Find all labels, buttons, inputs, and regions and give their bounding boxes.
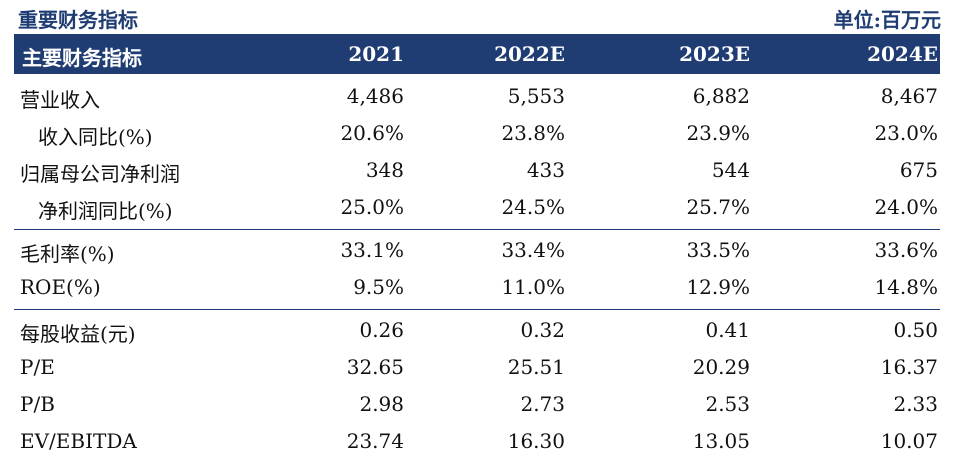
cell-value: 9.5% bbox=[353, 275, 404, 299]
cell-value: 14.8% bbox=[874, 275, 938, 299]
row-label: P/B bbox=[20, 392, 55, 416]
row-label: 毛利率(%) bbox=[20, 242, 115, 266]
table-row: P/B 2.98 2.73 2.53 2.33 bbox=[14, 386, 940, 423]
unit-label: 单位:百万元 bbox=[833, 8, 941, 32]
cell-value: 33.1% bbox=[340, 238, 404, 262]
cell-value: 10.07 bbox=[880, 429, 938, 453]
cell-value: 23.0% bbox=[874, 121, 938, 145]
cell-value: 0.26 bbox=[359, 318, 404, 342]
header-year-2021: 2021 bbox=[348, 42, 404, 66]
cell-value: 25.51 bbox=[507, 355, 565, 379]
table-title: 重要财务指标 bbox=[18, 8, 138, 32]
table-row: 收入同比(%) 20.6% 23.8% 23.9% 23.0% bbox=[14, 115, 940, 152]
cell-value: 33.4% bbox=[501, 238, 565, 262]
table-row: 每股收益(元) 0.26 0.32 0.41 0.50 bbox=[14, 312, 940, 349]
table-row: 归属母公司净利润 348 433 544 675 bbox=[14, 152, 940, 189]
cell-value: 20.6% bbox=[340, 121, 404, 145]
cell-value: 8,467 bbox=[880, 84, 938, 108]
row-label: ROE(%) bbox=[20, 275, 101, 299]
row-label: 归属母公司净利润 bbox=[20, 162, 180, 186]
cell-value: 0.50 bbox=[893, 318, 938, 342]
cell-value: 13.05 bbox=[692, 429, 750, 453]
row-label: 净利润同比(%) bbox=[38, 199, 173, 223]
header-label: 主要财务指标 bbox=[22, 46, 142, 70]
table-row: EV/EBITDA 23.74 16.30 13.05 10.07 bbox=[14, 423, 940, 460]
cell-value: 23.8% bbox=[501, 121, 565, 145]
table-row: 净利润同比(%) 25.0% 24.5% 25.7% 24.0% bbox=[14, 189, 940, 226]
row-label: 收入同比(%) bbox=[38, 125, 153, 149]
row-label: P/E bbox=[20, 355, 55, 379]
header-year-2024e: 2024E bbox=[867, 42, 938, 66]
title-bar: 重要财务指标 单位:百万元 bbox=[0, 0, 955, 33]
cell-value: 544 bbox=[711, 158, 750, 182]
cell-value: 20.29 bbox=[692, 355, 750, 379]
cell-value: 348 bbox=[365, 158, 404, 182]
table-row: ROE(%) 9.5% 11.0% 12.9% 14.8% bbox=[14, 269, 940, 306]
cell-value: 33.5% bbox=[686, 238, 750, 262]
cell-value: 0.32 bbox=[520, 318, 565, 342]
cell-value: 23.9% bbox=[686, 121, 750, 145]
cell-value: 2.98 bbox=[359, 392, 404, 416]
section-divider bbox=[14, 229, 940, 230]
cell-value: 24.5% bbox=[501, 195, 565, 219]
row-label: 营业收入 bbox=[20, 88, 100, 112]
table-row: P/E 32.65 25.51 20.29 16.37 bbox=[14, 349, 940, 386]
cell-value: 24.0% bbox=[874, 195, 938, 219]
table-row: 毛利率(%) 33.1% 33.4% 33.5% 33.6% bbox=[14, 232, 940, 269]
cell-value: 4,486 bbox=[346, 84, 404, 108]
cell-value: 11.0% bbox=[501, 275, 565, 299]
header-year-2022e: 2022E bbox=[494, 42, 565, 66]
table-row: 营业收入 4,486 5,553 6,882 8,467 bbox=[14, 78, 940, 115]
section-divider bbox=[14, 309, 940, 310]
table-header: 主要财务指标 2021 2022E 2023E 2024E bbox=[14, 34, 940, 74]
cell-value: 33.6% bbox=[874, 238, 938, 262]
cell-value: 25.7% bbox=[686, 195, 750, 219]
cell-value: 16.37 bbox=[880, 355, 938, 379]
cell-value: 0.41 bbox=[705, 318, 750, 342]
cell-value: 2.33 bbox=[893, 392, 938, 416]
cell-value: 2.73 bbox=[520, 392, 565, 416]
cell-value: 25.0% bbox=[340, 195, 404, 219]
cell-value: 675 bbox=[899, 158, 938, 182]
header-year-2023e: 2023E bbox=[679, 42, 750, 66]
cell-value: 5,553 bbox=[507, 84, 565, 108]
cell-value: 12.9% bbox=[686, 275, 750, 299]
cell-value: 6,882 bbox=[692, 84, 750, 108]
cell-value: 16.30 bbox=[507, 429, 565, 453]
cell-value: 2.53 bbox=[705, 392, 750, 416]
cell-value: 23.74 bbox=[346, 429, 404, 453]
cell-value: 32.65 bbox=[346, 355, 404, 379]
cell-value: 433 bbox=[526, 158, 565, 182]
row-label: EV/EBITDA bbox=[20, 429, 137, 453]
row-label: 每股收益(元) bbox=[20, 322, 136, 346]
